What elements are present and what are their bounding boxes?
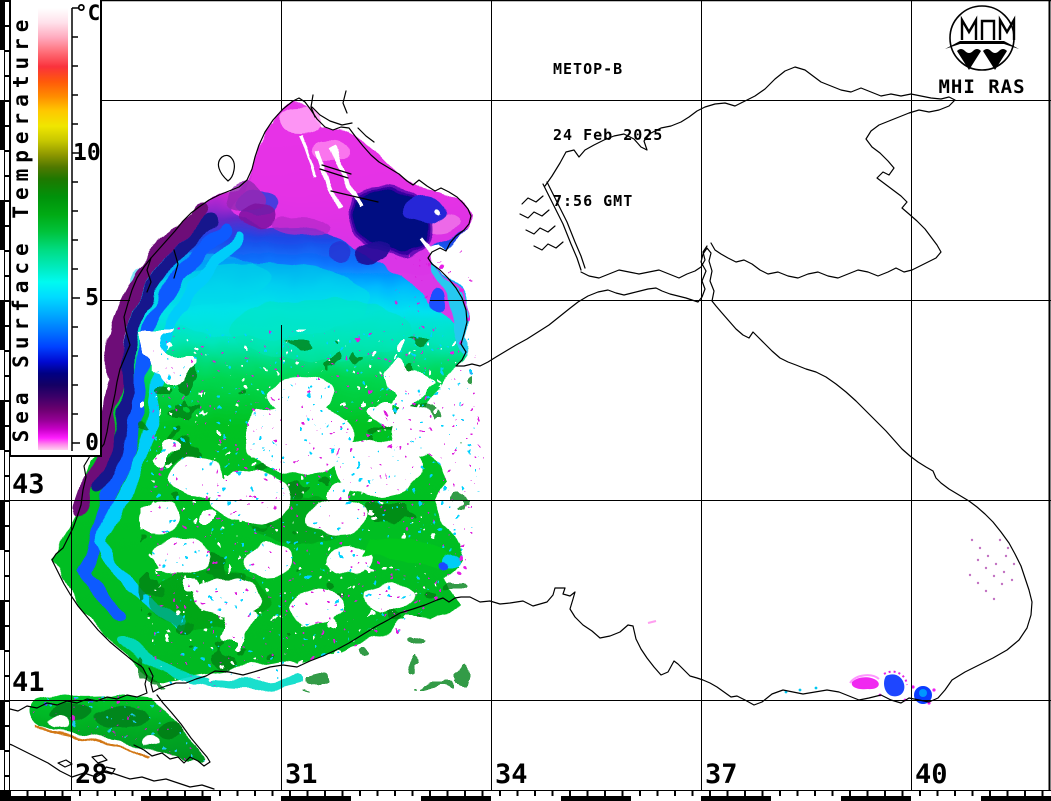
se-coastal-patches	[647, 538, 1016, 705]
north-crimea-coast	[580, 245, 708, 279]
white-dot	[434, 210, 440, 216]
colorbar-scale	[38, 7, 80, 451]
colorbar: °C 10 5 0	[10, 0, 102, 457]
purple-dab	[240, 204, 276, 228]
lon-label-31: 31	[285, 759, 318, 790]
pink-dash	[647, 620, 657, 624]
marmara-orange-edge	[35, 727, 151, 760]
capture-info: METOP-B 24 Feb 2025 7:56 GMT	[553, 14, 663, 234]
colorbar-tick-5: 5	[85, 285, 99, 311]
lon-label-37: 37	[705, 759, 738, 790]
colorbar-unit: °C	[75, 1, 101, 25]
navy-dab	[356, 242, 388, 262]
coastlines	[0, 66, 1033, 790]
marmara-coast	[0, 694, 215, 790]
left-ruler-cells	[5, 0, 10, 801]
bottom-ruler-cells	[9, 790, 1051, 796]
nw-lagoons-spits	[146, 90, 379, 293]
lat-label-41: 41	[12, 667, 45, 698]
pale-pink-patch	[312, 140, 348, 160]
blue-dab	[438, 561, 450, 571]
lon-label-40: 40	[915, 759, 948, 790]
blue-dab	[328, 244, 352, 260]
colorbar-axis	[71, 7, 80, 451]
mhi-ras-emblem-icon	[945, 5, 1019, 71]
left-ruler-blocks	[0, 0, 5, 801]
karkinit-blue-core	[405, 196, 445, 224]
azov-sea-coast	[544, 66, 956, 279]
kalamita-cyan-strip	[432, 262, 470, 356]
east-faint-speckles	[968, 538, 1016, 601]
ruler-corner	[0, 790, 9, 801]
lon-label-28: 28	[75, 759, 108, 790]
capture-date: 24 Feb 2025	[553, 126, 664, 144]
graticule-over	[9, 0, 1051, 790]
capture-time: 7:56 GMT	[553, 192, 634, 210]
green-tongue	[362, 538, 460, 571]
magenta-dots	[456, 554, 468, 576]
colorbar-tick-0: 0	[85, 430, 99, 456]
arabat-spit	[542, 181, 586, 271]
pale-pink-patch	[278, 107, 322, 133]
bottom-ruler-blocks	[9, 796, 1051, 801]
colorbar-tick-10: 10	[73, 140, 101, 166]
lat-label-43: 43	[12, 469, 45, 500]
black-sea-coast	[0, 97, 1033, 713]
colorbar-gradient	[38, 8, 68, 450]
white-speckle	[150, 340, 478, 686]
lon-label-34: 34	[495, 759, 528, 790]
satellite-name: METOP-B	[553, 60, 624, 78]
mhi-ras-logo: MHI RAS	[932, 4, 1032, 98]
purple-dab	[270, 216, 330, 236]
logo-label: MHI RAS	[938, 76, 1026, 98]
sivash-lagoons	[519, 195, 564, 251]
colorbar-title: Sea Surface Temperature	[9, 13, 33, 443]
